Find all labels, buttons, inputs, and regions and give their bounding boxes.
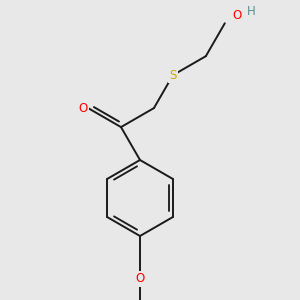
Text: O: O xyxy=(79,102,88,115)
Text: S: S xyxy=(169,69,177,82)
Text: H: H xyxy=(247,5,256,18)
Text: O: O xyxy=(233,9,242,22)
Text: O: O xyxy=(135,272,145,286)
